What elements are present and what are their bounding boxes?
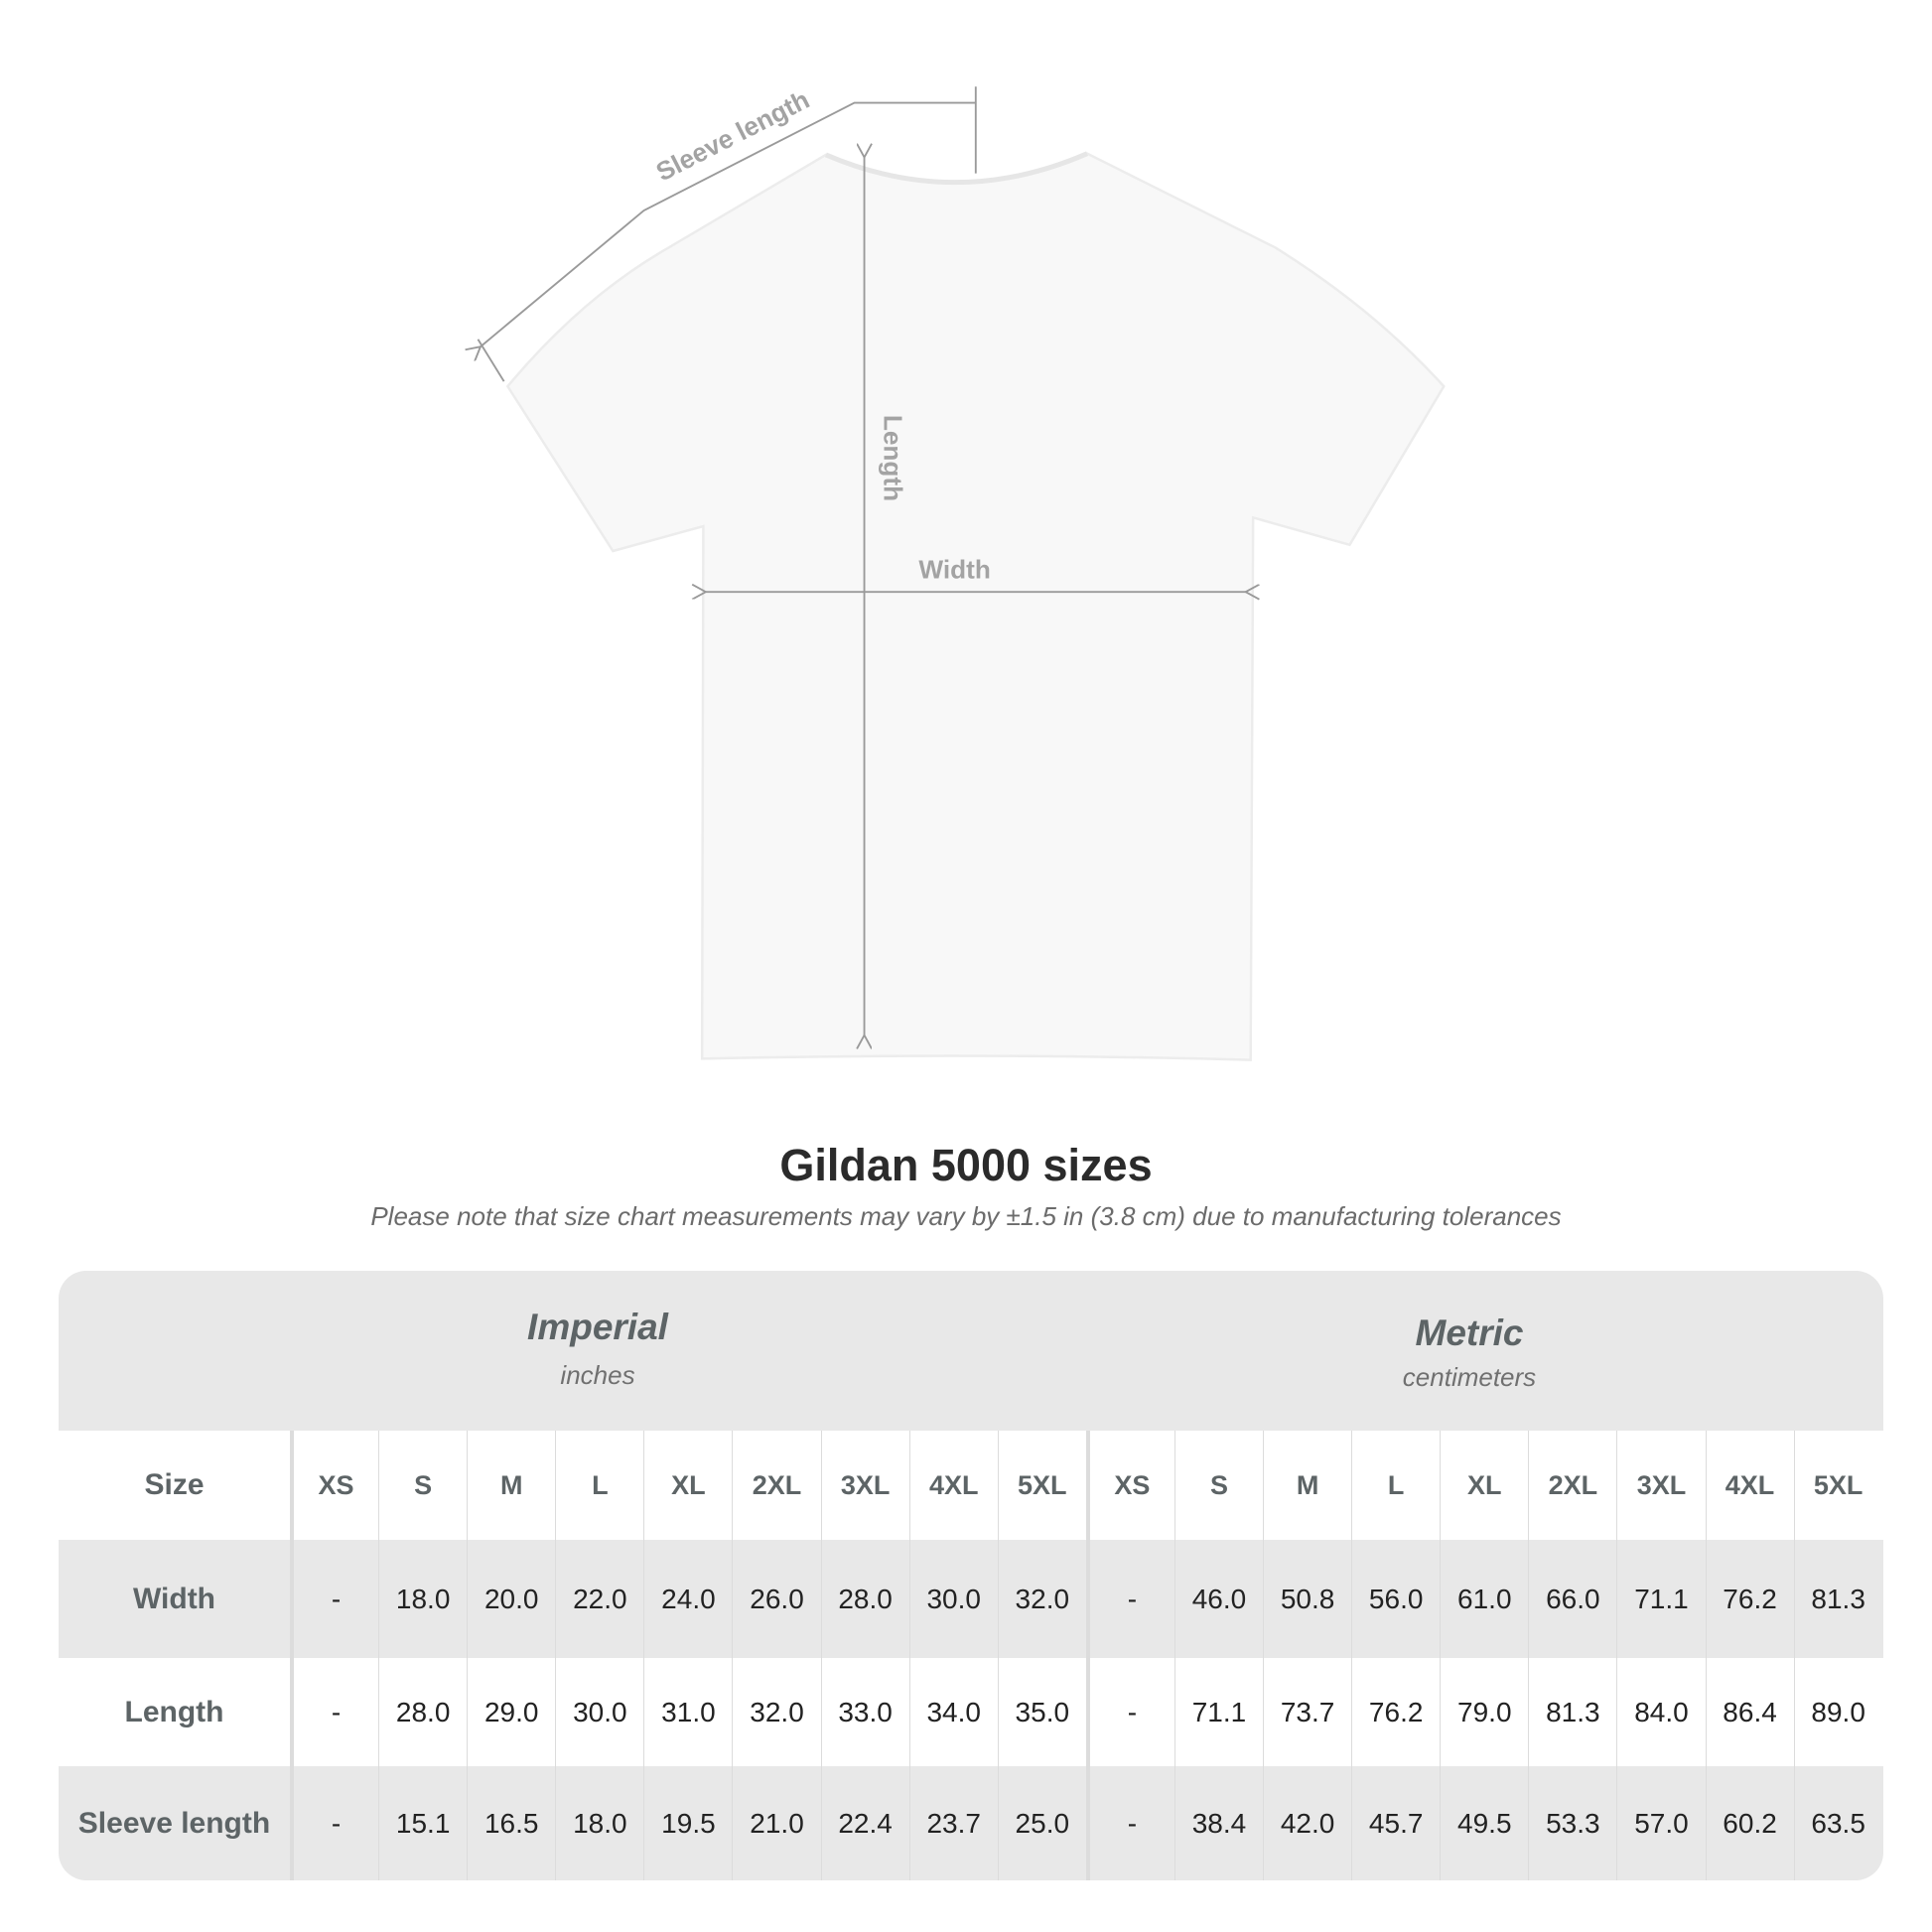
size-header-cell: 5XL [1793,1431,1882,1540]
size-header-cell: M [467,1431,555,1540]
size-header-cell: XS [1085,1431,1174,1540]
table-cell: 76.2 [1351,1658,1440,1766]
imperial-title: Imperial [527,1307,668,1347]
length-label: Length [879,415,908,501]
size-header-cell: XL [1440,1431,1528,1540]
table-cell: 71.1 [1173,1658,1263,1766]
table-cell: 56.0 [1351,1540,1440,1658]
table-cell: 18.0 [555,1766,643,1880]
size-header-cell: 4XL [1705,1431,1794,1540]
table-cell: 32.0 [732,1658,820,1766]
table-cell: - [290,1658,378,1766]
table-cell: 38.4 [1173,1766,1263,1880]
row-label: Width [132,1582,216,1615]
table-cell: 42.0 [1263,1766,1351,1880]
table-cell: 66.0 [1528,1540,1616,1658]
size-header-cell: 3XL [820,1431,909,1540]
table-cell: 53.3 [1528,1766,1616,1880]
table-cell: 86.4 [1705,1658,1794,1766]
table-cell: 73.7 [1263,1658,1351,1766]
row-label: Length [124,1695,224,1728]
table-cell: 33.0 [820,1658,909,1766]
table-cell: 31.0 [643,1658,732,1766]
table-row: Sleeve length -15.1 16.5 18.0 19.5 21.0 22.4 23… [59,1766,1883,1880]
tshirt-diagram: Sleeve length Length Width [0,84,1446,1061]
metric-header: Metric centimeters [1172,1312,1767,1393]
size-header-cell: S [1173,1431,1263,1540]
table-cell: 45.7 [1351,1766,1440,1880]
page-title: Gildan 5000 sizes [779,1140,1153,1190]
sleeve-length-arrow [481,101,976,347]
size-header-cell: 4XL [908,1431,998,1540]
metric-title: Metric [1415,1312,1524,1353]
table-cell: 22.4 [820,1766,909,1880]
table-cell: 32.0 [997,1540,1086,1658]
size-header-row: Size XS S M L XL 2XL 3XL 4XL 5XL XS S M L XL 2XL 3XL 4XL 5… [59,1431,1883,1540]
table-cell: - [290,1540,378,1658]
table-cell: 60.2 [1705,1766,1794,1880]
size-header-cell: L [555,1431,643,1540]
table-cell: 81.3 [1528,1658,1616,1766]
size-header-cell: XL [643,1431,732,1540]
table-cell: 71.1 [1616,1540,1705,1658]
table-row: Width -18.0 20.0 22.0 24.0 26.0 28.0 30.0 32.0-4… [59,1540,1883,1658]
table-cell: 63.5 [1793,1766,1882,1880]
table-cell: 84.0 [1616,1658,1705,1766]
table-cell: - [1085,1540,1174,1658]
table-cell: 30.0 [908,1540,998,1658]
table-cell: 81.3 [1793,1540,1882,1658]
table-cell: 49.5 [1440,1766,1528,1880]
size-header-cell: 3XL [1616,1431,1705,1540]
row-label: Size [144,1468,205,1501]
table-cell: 24.0 [643,1540,732,1658]
table-cell: 79.0 [1440,1658,1528,1766]
table-cell: 16.5 [467,1766,555,1880]
tshirt-shape [505,152,1446,1061]
table-cell: 57.0 [1616,1766,1705,1880]
table-cell: 61.0 [1440,1540,1528,1658]
table-cell: - [1085,1766,1174,1880]
size-header-cell: 2XL [1528,1431,1616,1540]
size-header-cell: S [378,1431,467,1540]
table-cell: 89.0 [1793,1658,1882,1766]
table-cell: 25.0 [997,1766,1086,1880]
table-cell: 21.0 [732,1766,820,1880]
imperial-unit: inches [560,1360,635,1390]
table-cell: 22.0 [555,1540,643,1658]
size-header-cell: XS [290,1431,378,1540]
table-cell: 76.2 [1705,1540,1794,1658]
metric-unit: centimeters [1402,1362,1537,1392]
size-table: Imperial inches Metric centimeters Size X… [59,1271,1883,1880]
imperial-header: Imperial inches [300,1307,896,1391]
size-header-cell: 5XL [997,1431,1086,1540]
table-cell: 18.0 [378,1540,467,1658]
size-header-cell: L [1351,1431,1440,1540]
row-label: Sleeve length [77,1806,271,1840]
table-cell: 19.5 [643,1766,732,1880]
table-cell: 30.0 [555,1658,643,1766]
table-cell: 26.0 [732,1540,820,1658]
table-cell: 23.7 [908,1766,998,1880]
table-row: Length -28.0 29.0 30.0 31.0 32.0 33.0 34.0 35.0-… [59,1658,1883,1766]
table-cell: - [1085,1658,1174,1766]
table-cell: 15.1 [378,1766,467,1880]
table-cell: 28.0 [378,1658,467,1766]
table-cell: 35.0 [997,1658,1086,1766]
tolerance-note: Please note that size chart measurements… [370,1201,1562,1231]
table-cell: 50.8 [1263,1540,1351,1658]
table-header: Imperial inches Metric centimeters [59,1271,1883,1431]
table-cell: 20.0 [467,1540,555,1658]
size-header-cell: M [1263,1431,1351,1540]
table-cell: - [290,1766,378,1880]
table-cell: 46.0 [1173,1540,1263,1658]
table-cell: 34.0 [908,1658,998,1766]
table-cell: 28.0 [820,1540,909,1658]
size-header-cell: 2XL [732,1431,820,1540]
width-label: Width [918,554,990,584]
table-cell: 29.0 [467,1658,555,1766]
